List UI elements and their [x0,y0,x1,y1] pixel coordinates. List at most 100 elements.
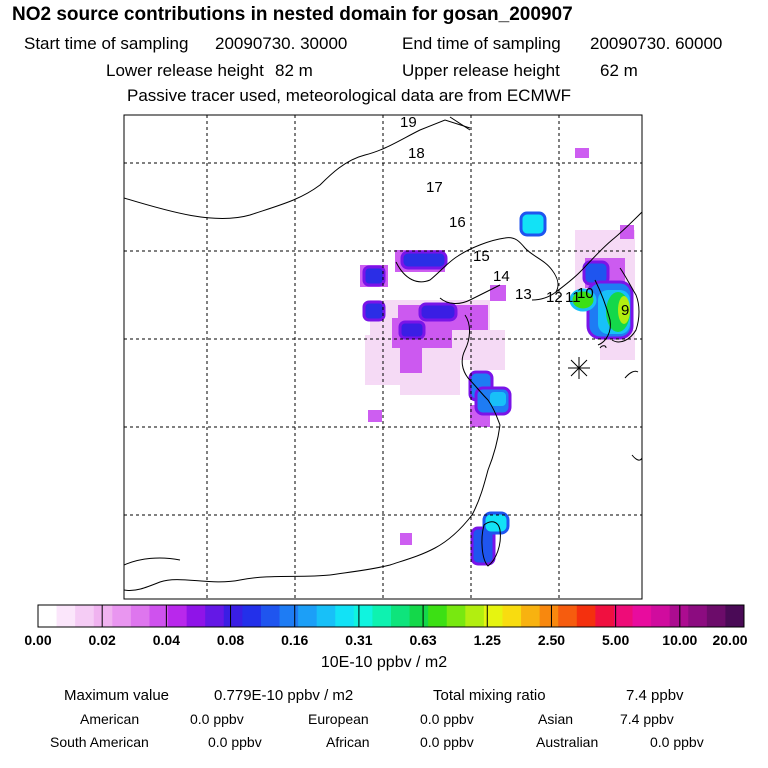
trajectory-label: 10 [577,285,594,302]
trajectory-label: 18 [408,145,425,162]
island-outline [624,370,639,379]
colorbar-frame [37,604,745,628]
colorbar-cell [223,605,243,627]
colorbar-cell [409,605,429,627]
trajectory-label: 11 [565,289,581,306]
cyan-core [519,211,547,237]
lat-lon-grid [124,115,642,599]
colorbar-cell [316,605,336,627]
coast-line [395,237,559,301]
colorbar-tick-label: 20.00 [712,632,748,648]
coast-line [329,424,501,576]
coast-line [124,574,331,591]
region-european-value: 0.0 ppbv [420,711,474,727]
colorbar-unit: 10E-10 ppbv / m2 [320,654,448,671]
chart-title: NO2 source contributions in nested domai… [12,4,573,25]
tracer-note: Passive tracer used, meteorological data… [127,86,572,105]
colorbar-cell [465,605,485,627]
violet-patch [620,225,634,239]
colorbar-tick-label: 1.25 [473,632,501,648]
colorbar-tick-label: 0.16 [281,632,309,648]
colorbar-cell [186,605,206,627]
total-mixing-value: 7.4 ppbv [626,687,684,704]
region-african-value: 0.0 ppbv [420,734,474,750]
violet-patch [490,285,506,301]
colorbar-cell [521,605,541,627]
colorbar-cell [298,605,318,627]
coast-line [555,211,642,293]
region-american-label: American [80,711,140,727]
lower-height-label: Lower release height [106,61,264,80]
colorbar-cell [260,605,281,627]
colorbar-cell [576,605,596,627]
colorbar-cell [428,605,448,627]
lower-height-value: 82 m [275,61,313,80]
start-time-label: Start time of sampling [24,34,189,53]
colorbar-cell [75,605,95,627]
max-value: 0.779E-10 ppbv / m2 [214,687,354,704]
colorbar-tick-label: 0.63 [409,632,437,648]
yellow-core [618,296,630,324]
violet-patch [400,345,422,373]
colorbar-cell [205,605,225,627]
colorbar-cell [502,605,522,627]
colorbar-cell [130,605,150,627]
region-australian-value: 0.0 ppbv [650,734,704,750]
trajectory-label: 16 [449,214,466,231]
colorbar-cell [725,605,745,627]
colorbar-cell [112,605,132,627]
colorbar-cell [242,605,262,627]
colorbar-tick-label: 0.31 [345,632,373,648]
colorbar-cell [483,605,503,627]
end-time-label: End time of sampling [402,34,561,53]
colorbar-tick-label: 10.00 [662,632,698,648]
colorbar-cell [446,605,466,627]
map-frame [123,114,643,600]
region-south-american-label: South American [50,734,149,750]
colorbar-cell [669,605,689,627]
cyan-core [490,392,506,406]
colorbar-tick-label: 0.04 [152,632,180,648]
trajectory-label: 13 [515,286,532,303]
colorbar-cell [539,605,559,627]
island-outline [599,345,607,349]
trajectory-label: 12 [546,289,563,306]
region-african-label: African [326,734,370,750]
violet-patch [368,410,382,422]
trajectory-label: 15 [473,248,490,265]
colorbar-cell [688,605,708,627]
colorbar-cell [56,605,76,627]
violet-patch [575,148,589,158]
colorbar-cell [279,605,299,627]
max-value-label: Maximum value [64,687,170,704]
region-european-label: European [308,711,369,727]
region-asian-label: Asian [538,711,574,727]
colorbar [37,604,745,628]
colorbar-cell [651,605,671,627]
concentration-peak [482,211,630,535]
border-line [124,557,181,566]
border-line [449,116,471,131]
upper-height-label: Upper release height [402,61,560,80]
coast-line [439,284,501,304]
start-time-value: 20090730. 30000 [215,34,348,53]
trajectory-label: 14 [493,268,510,285]
colorbar-cell [149,605,169,627]
colorbar-cell [613,605,634,627]
receptor-marker [568,357,590,379]
region-asian-value: 7.4 ppbv [620,711,674,727]
colorbar-cell [353,605,373,627]
region-american-value: 0.0 ppbv [190,711,244,727]
border-line [124,119,471,220]
green-core [569,288,597,312]
region-south-american-value: 0.0 ppbv [208,734,262,750]
coast-line [461,314,501,426]
hotspot [398,320,426,340]
colorbar-tick-label: 0.00 [24,632,52,648]
region-australian-label: Australian [536,734,599,750]
total-mixing-label: Total mixing ratio [433,687,546,704]
colorbar-cell [391,605,411,627]
colorbar-tick-label: 0.02 [88,632,116,648]
colorbar-cell [632,605,652,627]
